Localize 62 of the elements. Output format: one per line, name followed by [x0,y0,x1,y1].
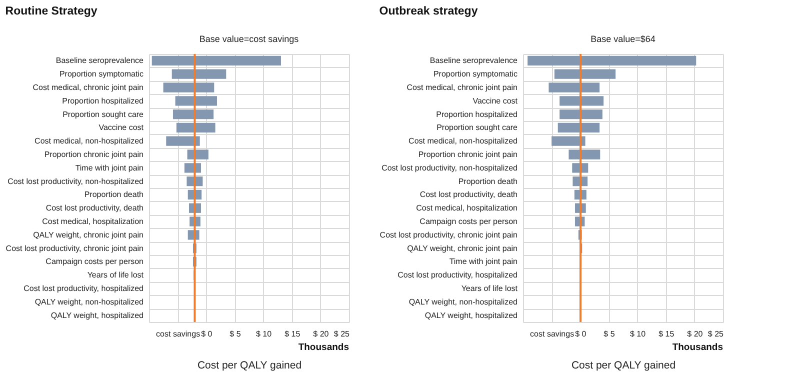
y-tick-label: Cost lost productivity, death [420,190,518,200]
y-tick-label: Cost lost productivity, hospitalized [398,270,518,280]
y-tick-label: Cost medical, chronic joint pain [32,83,144,92]
x-tick-label: $ 5 [230,330,242,338]
x-tick-label: cost savings [156,330,200,338]
text: Routine Strategy [5,6,98,18]
y-tick-label: Vaccine cost [98,123,144,132]
x-tick-label: $ 25 [334,330,350,338]
x-tick-label: $ 5 [604,330,616,338]
y-tick-label: Proportion symptomatic [433,70,518,79]
y-tick-label: Proportion death [84,190,144,200]
y-tick-label: Proportion hospitalized [436,110,518,119]
y-tick-label: Proportion death [458,176,518,186]
x-tick-label: $ 0 [575,330,587,338]
x-tick-label: $ 10 [630,330,646,338]
y-tick-label: Baseline seroprevalence [56,56,144,66]
y-tick-label: Time with joint pain [449,257,518,266]
x-tick-label: $ 20 [687,330,704,338]
y-tick-label: Proportion chronic joint pain [418,150,518,159]
y-tick-label: Years of life lost [461,284,518,293]
x-tick-label: $ 25 [708,330,724,338]
y-tick-label: Time with joint pain [75,163,144,172]
y-tick-label: Cost lost productivity, hospitalized [24,284,144,293]
text: Thousands [298,342,349,353]
y-tick-label: Campaign costs per person [420,217,518,226]
x-axis-title: Cost per QALY gained [571,360,676,372]
y-tick-label: Proportion symptomatic [59,70,144,79]
x-tick-label: cost savings [530,330,574,338]
y-tick-label: QALY weight, chronic joint pain [407,244,518,253]
y-tick-label: Proportion hospitalized [62,96,144,106]
x-tick-label: $ 20 [313,330,330,338]
y-tick-label: QALY weight, non-hospitalized [408,297,518,306]
y-tick-label: Cost medical, hospitalization [42,217,144,226]
y-tick-label: Proportion sought care [62,110,144,119]
y-tick-label: Cost lost productivity, chronic joint pain [380,230,518,240]
x-tick-label: $ 10 [256,330,272,338]
chart-subtitle: Base value=$64 [590,34,656,44]
y-tick-label: Vaccine cost [472,96,518,106]
chart-subtitle: Base value=cost savings [199,34,300,44]
y-tick-label: Cost medical, non-hospitalized [34,136,144,146]
y-tick-label: Campaign costs per person [46,257,144,266]
x-axis-title: Cost per QALY gained [197,360,302,372]
y-tick-label: Cost lost productivity, non-hospitalized [382,163,518,172]
x-tick-label: $ 0 [201,330,213,338]
x-tick-label: $ 15 [284,330,301,338]
y-tick-label: Cost lost productivity, death [46,204,144,213]
y-tick-label: Years of life lost [87,270,144,280]
y-tick-label: Proportion chronic joint pain [44,150,144,159]
y-tick-label: Proportion sought care [436,123,518,132]
y-tick-label: QALY weight, non-hospitalized [34,297,144,306]
y-tick-label: QALY weight, chronic joint pain [33,230,144,240]
y-tick-label: Cost medical, chronic joint pain [406,83,518,92]
y-tick-label: Cost medical, non-hospitalized [408,136,518,146]
x-tick-label: $ 15 [658,330,675,338]
y-tick-label: Cost lost productivity, chronic joint pain [6,244,144,253]
y-tick-label: QALY weight, hospitalized [424,310,518,320]
text: Outbreak strategy [379,6,478,18]
y-tick-label: Cost medical, hospitalization [416,204,518,213]
text: Thousands [672,342,723,353]
y-tick-label: Cost lost productivity, non-hospitalized [8,176,144,186]
y-tick-label: Baseline seroprevalence [430,56,518,66]
y-tick-label: QALY weight, hospitalized [50,310,144,320]
